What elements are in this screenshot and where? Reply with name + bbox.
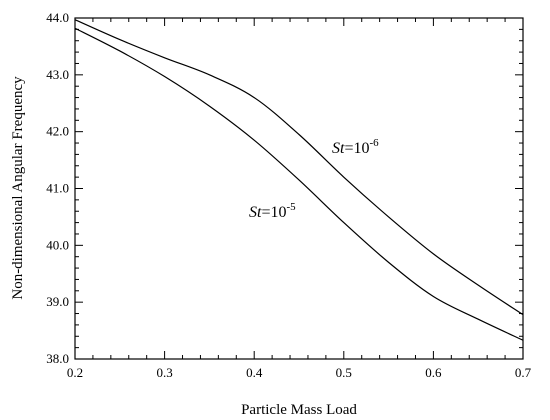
x-tick-label: 0.3	[156, 365, 172, 380]
ticks-layer: 0.2 0.3 0.4 0.5 0.6 0.7 38.0 39.0 40.0 41.0 42.0 43…	[46, 10, 531, 380]
series-label-st-1e-6-symbol: St	[332, 140, 345, 157]
x-tick-label: 0.2	[67, 365, 83, 380]
series-label-st-1e-5: St=10-5	[249, 201, 296, 221]
y-axis-title: Non-dimensional Angular Frequency	[10, 76, 26, 300]
x-tick-label: 0.7	[515, 365, 532, 380]
y-tick-label: 38.0	[46, 351, 69, 366]
series-line-st-1e-5	[74, 27, 524, 341]
series-label-st-1e-6-base: =10	[344, 140, 369, 157]
series-label-st-1e-5-symbol: St	[249, 204, 262, 221]
y-tick-label: 39.0	[46, 294, 69, 309]
series-line-st-1e-6	[74, 19, 524, 316]
x-tick-label: 0.5	[336, 365, 352, 380]
y-tick-label: 41.0	[46, 181, 69, 196]
y-tick-label: 44.0	[46, 10, 69, 25]
series-label-st-1e-5-exponent: -5	[286, 201, 296, 213]
x-tick-label: 0.6	[425, 365, 442, 380]
plot-frame	[74, 17, 524, 360]
series-label-st-1e-6: St=10-6	[332, 137, 379, 157]
x-axis-title: Particle Mass Load	[241, 402, 357, 418]
lines-layer	[74, 19, 524, 341]
x-tick-label: 0.4	[246, 365, 263, 380]
series-label-st-1e-6-exponent: -6	[369, 137, 379, 149]
y-tick-label: 40.0	[46, 237, 69, 252]
y-tick-label: 43.0	[46, 67, 69, 82]
series-label-st-1e-5-base: =10	[261, 204, 286, 221]
y-tick-label: 42.0	[46, 124, 69, 139]
